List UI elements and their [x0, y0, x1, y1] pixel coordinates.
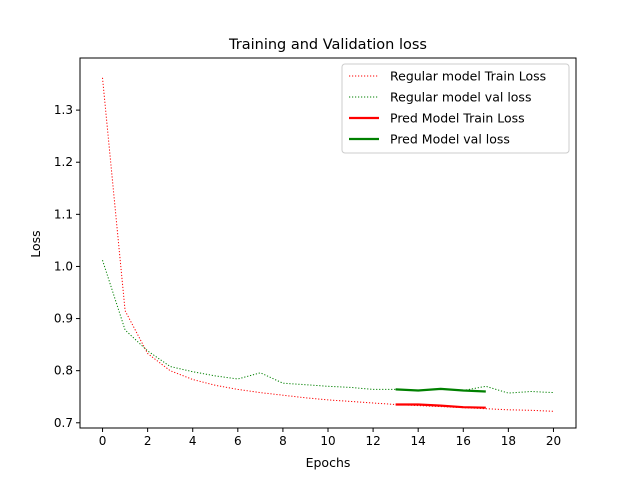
legend-label: Pred Model Train Loss — [390, 111, 525, 126]
x-tick-label: 10 — [320, 434, 335, 448]
series-line-4 — [395, 387, 486, 393]
legend-label: Regular model val loss — [390, 90, 531, 105]
y-tick-label: 0.8 — [54, 364, 73, 378]
series-line-3 — [395, 403, 486, 409]
axes-frame — [79, 57, 577, 429]
x-tick-label: 20 — [546, 434, 561, 448]
x-tick-label: 18 — [501, 434, 516, 448]
x-tick-label: 4 — [189, 434, 197, 448]
x-tick-label: 14 — [411, 434, 426, 448]
y-tick-label: 1.3 — [54, 103, 73, 117]
y-tick-label: 1.0 — [54, 259, 73, 273]
legend-label: Pred Model val loss — [390, 132, 510, 147]
x-tick-label: 0 — [99, 434, 107, 448]
x-tick-label: 12 — [365, 434, 380, 448]
series-line-2 — [102, 260, 554, 394]
x-tick-label: 2 — [144, 434, 152, 448]
y-tick-label: 1.2 — [54, 155, 73, 169]
x-tick-label: 6 — [234, 434, 242, 448]
series-layer — [102, 77, 554, 412]
y-axis-label: Loss — [28, 230, 43, 257]
series-line-1 — [102, 77, 554, 412]
x-tick-label: 8 — [279, 434, 287, 448]
y-tick-label: 0.7 — [54, 416, 73, 430]
chart-title: Training and Validation loss — [228, 37, 427, 53]
legend-box — [341, 63, 570, 154]
x-axis-label: Epochs — [306, 455, 351, 470]
y-tick-label: 0.9 — [54, 312, 73, 326]
axis-ticks: 0 2 4 6 8 10 12 14 16 18 20 0.7 0.8 0.9 1.0 1.1 1.2 1.3 — [54, 103, 561, 448]
legend-label: Regular model Train Loss — [390, 69, 546, 84]
x-tick-label: 16 — [456, 434, 471, 448]
y-tick-label: 1.1 — [54, 207, 73, 221]
legend: Regular model Train Loss Regular model va… — [341, 63, 570, 154]
